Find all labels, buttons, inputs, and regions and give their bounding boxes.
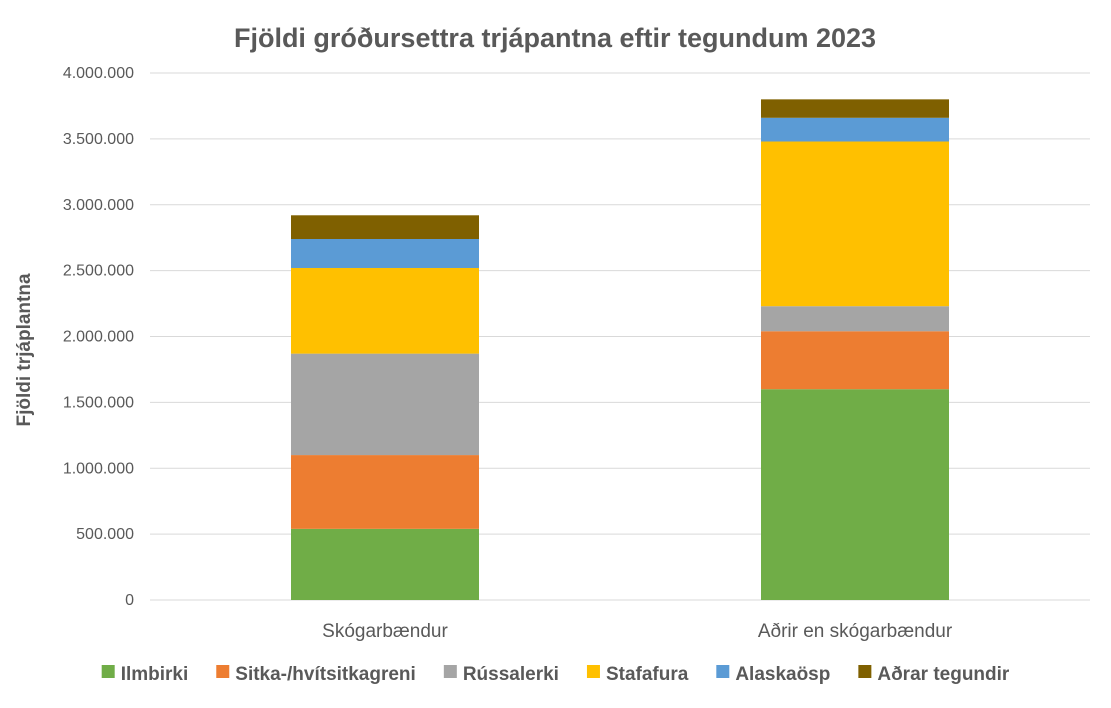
bar-segment bbox=[761, 117, 949, 142]
bars bbox=[291, 99, 949, 600]
bar-segment bbox=[761, 306, 949, 332]
legend-label: Rússalerki bbox=[463, 664, 559, 685]
legend-swatch bbox=[216, 665, 230, 678]
y-tick-label: 500.000 bbox=[76, 526, 134, 543]
y-tick-label: 3.000.000 bbox=[63, 197, 134, 214]
y-axis-ticks: 0 500.000 1.000.000 1.500.000 2.000.000 2.500… bbox=[63, 65, 134, 609]
bar-segment bbox=[291, 215, 479, 240]
legend-label: Alaskaösp bbox=[735, 664, 830, 685]
legend-swatch bbox=[101, 665, 115, 678]
bar-segment bbox=[291, 267, 479, 354]
legend-label: Stafafura bbox=[606, 664, 689, 685]
legend-item: Rússalerki bbox=[443, 664, 559, 685]
legend-swatch bbox=[586, 665, 600, 678]
bar-segment bbox=[291, 528, 479, 600]
legend-item: Sitka-/hvítsitkagreni bbox=[216, 664, 416, 685]
legend-swatch bbox=[716, 665, 730, 678]
y-tick-label: 0 bbox=[125, 592, 134, 609]
legend-swatch bbox=[858, 665, 872, 678]
bar-segment bbox=[291, 239, 479, 268]
y-axis-label: Fjöldi trjáplantna bbox=[14, 273, 35, 426]
y-tick-label: 1.000.000 bbox=[63, 460, 134, 477]
y-tick-label: 3.500.000 bbox=[63, 131, 134, 148]
legend-label: Aðrar tegundir bbox=[877, 664, 1010, 685]
legend-item: Ilmbirki bbox=[101, 664, 189, 685]
legend-item: Alaskaösp bbox=[716, 664, 830, 685]
bar-segment bbox=[761, 389, 949, 600]
y-tick-label: 2.000.000 bbox=[63, 329, 134, 346]
legend: Ilmbirki Sitka-/hvítsitkagreni Rússalerki S… bbox=[101, 664, 1010, 685]
legend-swatch bbox=[443, 665, 457, 678]
bar-segment bbox=[291, 353, 479, 456]
legend-item: Stafafura bbox=[586, 664, 689, 685]
chart-title: Fjöldi gróðursettra trjápantna eftir teg… bbox=[234, 23, 876, 53]
bar-segment bbox=[761, 331, 949, 390]
bar-segment bbox=[291, 455, 479, 529]
x-tick-label: Skógarbændur bbox=[322, 621, 448, 642]
x-axis-ticks: Skógarbændur Aðrir en skógarbændur bbox=[322, 621, 953, 642]
x-tick-label: Aðrir en skógarbændur bbox=[758, 621, 953, 642]
y-tick-label: 2.500.000 bbox=[63, 263, 134, 280]
y-tick-label: 4.000.000 bbox=[63, 65, 134, 82]
y-tick-label: 1.500.000 bbox=[63, 394, 134, 411]
legend-item: Aðrar tegundir bbox=[858, 664, 1010, 685]
bar-segment bbox=[761, 99, 949, 118]
bar-segment bbox=[761, 141, 949, 307]
legend-label: Ilmbirki bbox=[121, 664, 189, 685]
legend-label: Sitka-/hvítsitkagreni bbox=[235, 664, 416, 685]
